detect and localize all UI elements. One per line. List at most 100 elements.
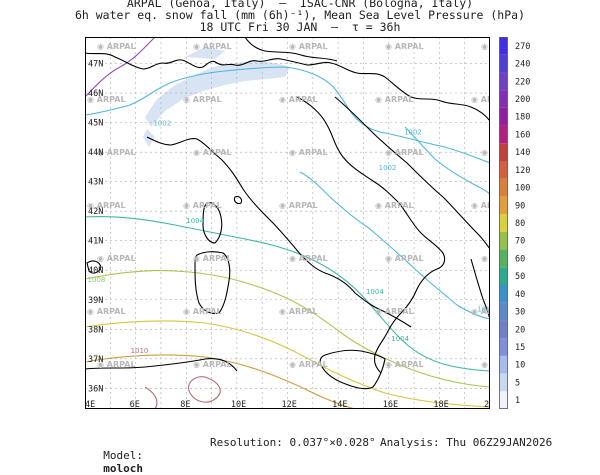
- watermark-text: ◉ ARPAL: [375, 307, 414, 316]
- colorbar-label: 30: [515, 308, 525, 318]
- colorbar-cell: [499, 37, 508, 55]
- lat-lon-grid: [85, 37, 490, 409]
- latitude-label: 37N: [88, 355, 103, 365]
- longitude-label: 18E: [433, 400, 448, 409]
- latitude-label: 42N: [88, 207, 103, 217]
- longitude-label: 4E: [85, 400, 95, 409]
- colorbar-cell: [499, 214, 508, 232]
- isobar-label: 1002: [379, 164, 397, 172]
- italy-peninsula-west: [146, 136, 412, 328]
- colorbar-cell: [499, 231, 508, 250]
- watermark-text: ◉ ARPAL: [289, 254, 328, 263]
- isobar-1012: [187, 376, 221, 403]
- watermark-text: ◉ ARPAL: [87, 201, 126, 210]
- watermark-text: ◉ ARPAL: [289, 360, 328, 369]
- watermark-text: ◉ ARPAL: [87, 95, 126, 104]
- watermark-text: ◉ ARPAL: [87, 307, 126, 316]
- colorbar-label: 180: [515, 113, 530, 123]
- latitude-label: 47N: [88, 60, 103, 70]
- isobar-label: 1010: [131, 347, 149, 355]
- isobar-1002-south: [299, 171, 490, 320]
- colorbar-cell: [499, 373, 508, 392]
- watermark-text: ◉ ARPAL: [481, 42, 490, 51]
- colorbar-label: 20: [515, 325, 525, 335]
- latitude-label: 39N: [88, 296, 103, 306]
- isobar-label: 1008: [88, 276, 106, 284]
- colorbar-label: 160: [515, 130, 530, 140]
- colorbar-cell: [499, 249, 508, 268]
- colorbar-label: 100: [515, 184, 530, 194]
- watermark-text: ◉ ARPAL: [279, 95, 318, 104]
- colorbar-label: 5: [515, 378, 520, 388]
- isobar-1004: [85, 215, 490, 372]
- balkans-border: [384, 76, 490, 122]
- snowfall-colorbar: 1510152030405060708090100120140160180200…: [499, 37, 530, 409]
- colorbar-cell: [499, 161, 508, 179]
- colorbar-cell: [499, 302, 508, 321]
- longitude-label: 20E: [484, 400, 490, 409]
- isobar-label: 1002: [404, 128, 422, 136]
- longitude-label: 14E: [332, 400, 347, 409]
- watermark-text: ◉ ARPAL: [193, 254, 232, 263]
- watermark-text: ◉ ARPAL: [97, 254, 136, 263]
- isobar-contours: [85, 37, 490, 409]
- latitude-label: 43N: [88, 178, 103, 188]
- longitude-labels: 4E 6E 8E 10E 12E 14E 16E 18E 20E: [85, 400, 490, 409]
- isobar-label: 1002: [153, 120, 171, 128]
- watermark-text: ◉ ARPAL: [471, 201, 490, 210]
- colorbar-cell: [499, 125, 508, 144]
- isobar-1010: [85, 354, 356, 409]
- colorbar-label: 140: [515, 148, 530, 158]
- coastlines: [85, 37, 490, 390]
- map-frame: [85, 37, 490, 409]
- map-title-line-3: 18 UTC Fri 30 JAN — τ = 36h: [199, 20, 401, 34]
- colorbar-label: 270: [515, 42, 530, 52]
- footer-analysis: Analysis: Thu 06Z29JAN2026: [380, 436, 553, 449]
- latitude-label: 46N: [88, 89, 103, 99]
- watermark-text: ◉ ARPAL: [375, 201, 414, 210]
- watermark-text: ◉ ARPAL: [385, 42, 424, 51]
- watermark-text: ◉ ARPAL: [279, 201, 318, 210]
- watermark-text: ◉ ARPAL: [289, 148, 328, 157]
- isobar-label: 1004: [391, 335, 409, 343]
- colorbar-cell: [499, 391, 508, 409]
- isobar-1006: [85, 269, 490, 388]
- sardinia: [194, 251, 231, 315]
- colorbar-label: 60: [515, 254, 525, 264]
- watermark-text: ◉ ARPAL: [193, 360, 232, 369]
- watermark-text: ◉ ARPAL: [183, 201, 222, 210]
- map-title-line-2: 6h water eq. snow fall (mm (6h)⁻¹), Mean…: [74, 8, 526, 22]
- balkans-coast: [334, 96, 490, 250]
- colorbar-label: 240: [515, 60, 530, 70]
- colorbar-label: 50: [515, 272, 525, 282]
- longitude-label: 8E: [180, 400, 190, 409]
- watermark-text: ◉ ARPAL: [375, 95, 414, 104]
- colorbar-label: 70: [515, 237, 525, 247]
- forecast-map: ◉ ARPAL ◉ ARPAL ◉ ARPAL ◉ ARPAL ◉ ARPAL ◉ ARP…: [85, 37, 490, 409]
- isobar-label: 1004: [366, 288, 384, 296]
- longitude-label: 10E: [231, 400, 246, 409]
- colorbar-cell: [499, 355, 508, 374]
- italy-peninsula-east: [296, 96, 446, 334]
- watermark-text: ◉ ARPAL: [97, 360, 136, 369]
- footer-resolution: Resolution: 0.037°×0.028°: [210, 436, 376, 449]
- africa-coast: [85, 358, 238, 372]
- colorbar-cell: [499, 143, 508, 161]
- watermark-text: ◉ ARPAL: [471, 307, 490, 316]
- isobar-1008: [85, 320, 490, 408]
- footer-model-value: moloch: [103, 462, 143, 475]
- latitude-label: 45N: [88, 119, 103, 129]
- latitude-label: 40N: [88, 266, 103, 276]
- isobar-1002-north: [85, 66, 490, 164]
- watermark-text: ◉ ARPAL: [385, 254, 424, 263]
- colorbar-cell: [499, 178, 508, 197]
- isobar-1000: [85, 37, 156, 98]
- colorbar-label: 80: [515, 219, 525, 229]
- map-title-line-1: ARPAL (Genoa, Italy) — ISAC-CNR (Bologna…: [126, 0, 474, 10]
- colorbar-label: 15: [515, 343, 525, 353]
- colorbar-cell: [499, 196, 508, 215]
- colorbar-label: 40: [515, 290, 525, 300]
- longitude-label: 16E: [383, 400, 398, 409]
- footer-model-label: Model:: [103, 449, 143, 462]
- colorbar-cell: [499, 72, 508, 91]
